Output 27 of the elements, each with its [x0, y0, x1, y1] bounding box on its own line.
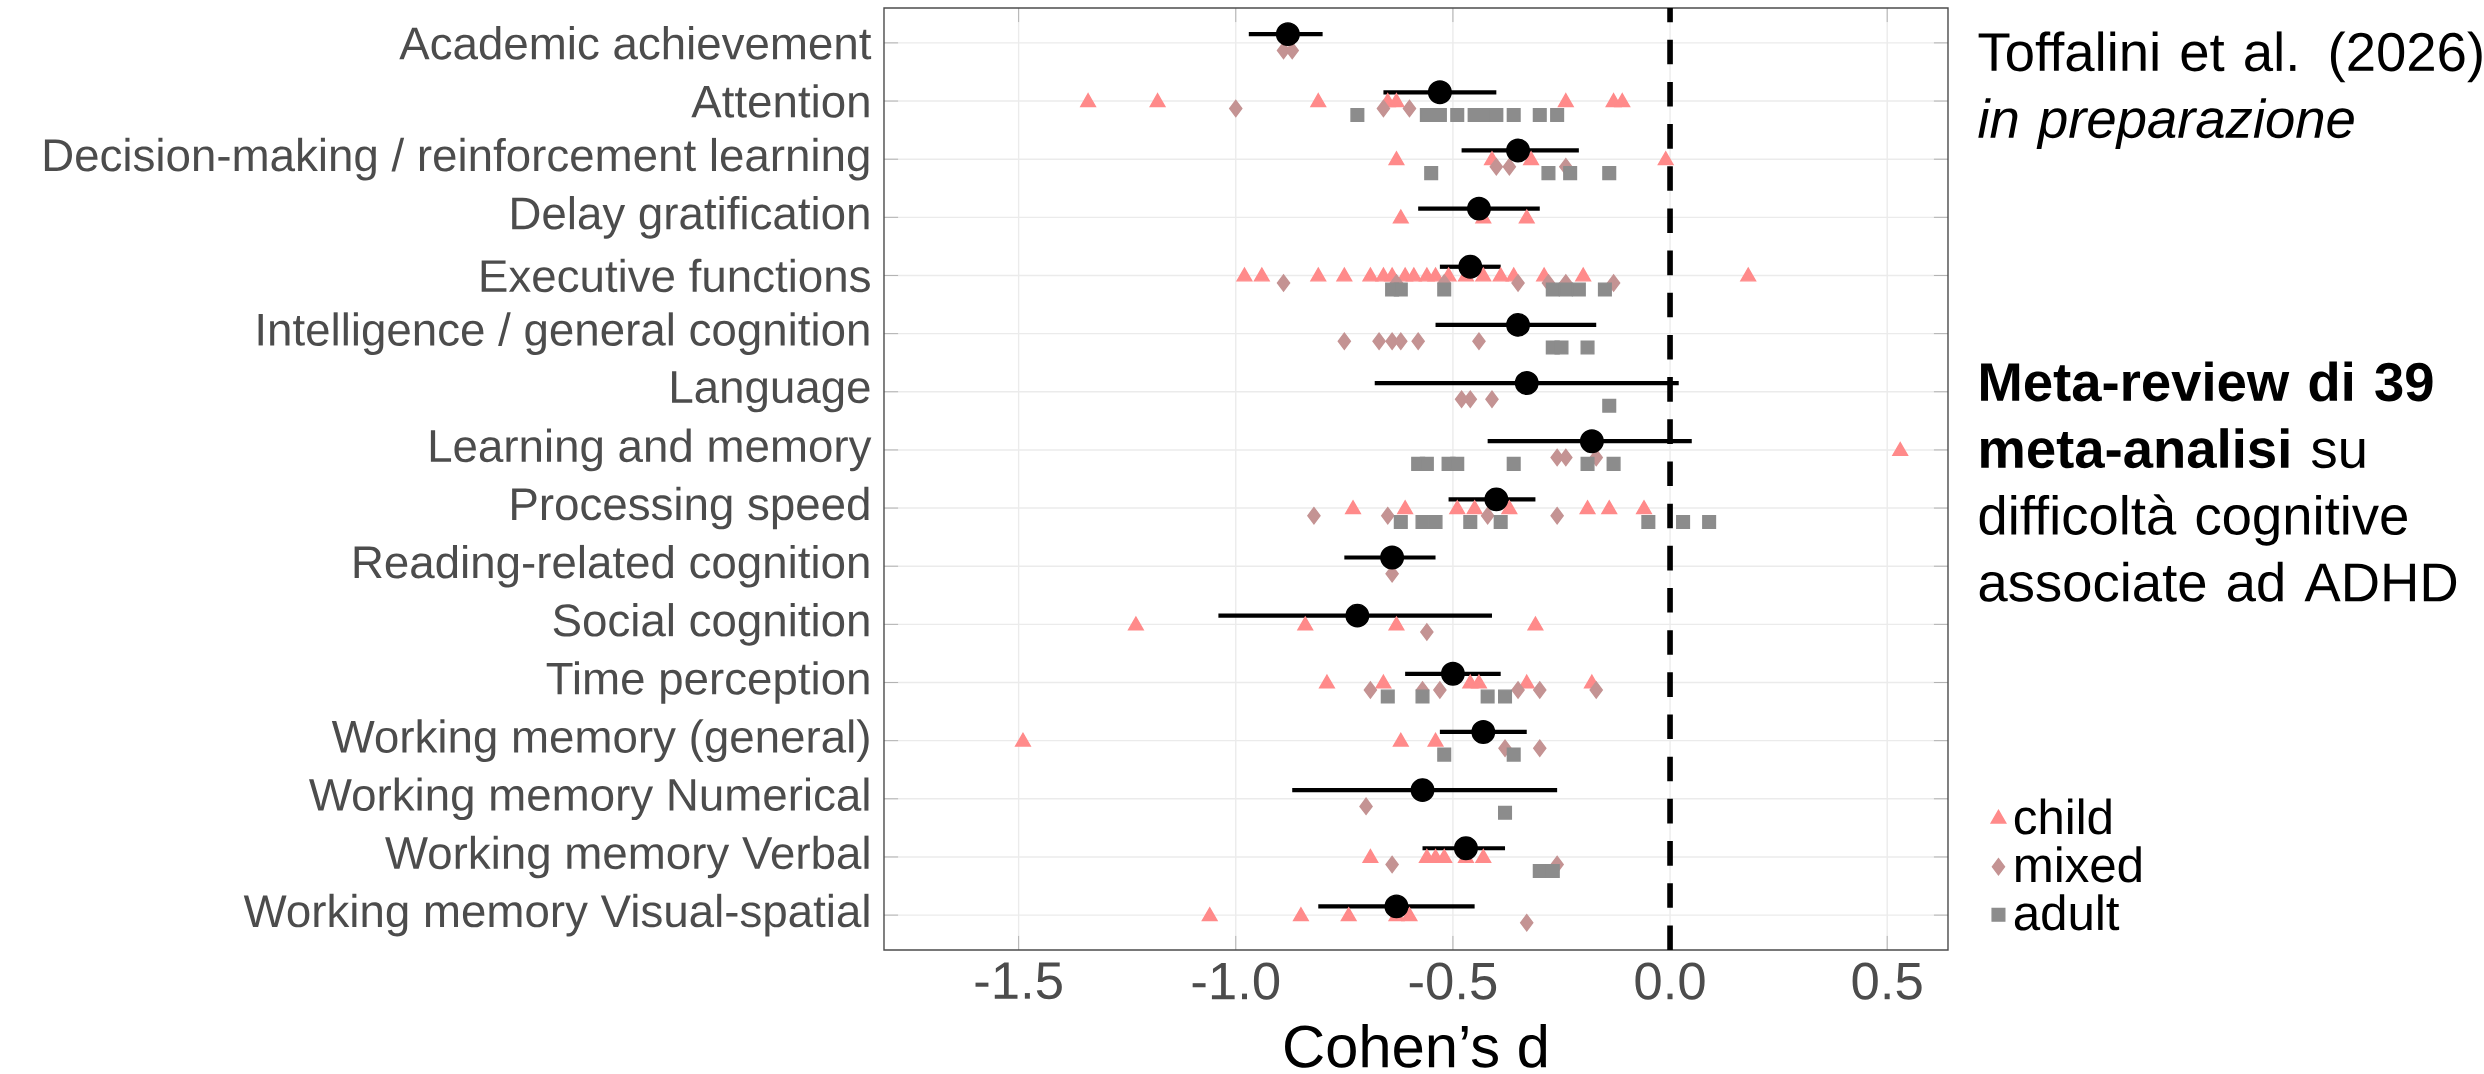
y-tick-label: Decision-making / reinforcement learning	[44, 137, 869, 181]
y-tick-label: Attention	[691, 84, 869, 118]
y-tick-label: Working memory Visual-spatial	[243, 893, 869, 937]
y-tick-label: Academic achievement	[399, 26, 872, 60]
y-tick-label: Social cognition	[553, 603, 869, 646]
legend-label: adult	[2014, 894, 2120, 931]
y-tick-label: Time perception	[546, 661, 869, 704]
y-tick-label: Delay gratification	[512, 196, 869, 239]
x-tick-label: -1.5	[975, 962, 1062, 1000]
y-tick-label: Working memory (general)	[331, 719, 869, 762]
y-tick-label: Language	[672, 371, 870, 413]
text: Meta-review di 39 meta-analisi su difficoltà cognitive associate ad ADHD	[1979, 361, 2457, 602]
legend-label: mixed	[2016, 846, 2141, 883]
y-tick-label: Learning and memory	[430, 428, 872, 472]
x-tick-label: -1.0	[1192, 962, 1280, 1000]
y-tick-label: Processing speed	[512, 486, 869, 530]
x-tick-label: -0.5	[1409, 962, 1497, 1000]
text: Toffalini et al. (2026) in preparazione	[1978, 31, 2482, 149]
x-axis-title: Cohen’s d	[1285, 1023, 1547, 1068]
y-tick-label: Reading-related cognition	[354, 544, 869, 588]
y-tick-label: Working memory Numerical	[309, 777, 869, 821]
y-tick-label: Working memory Verbal	[385, 835, 869, 879]
x-tick-label: 0.5	[1852, 962, 1922, 1000]
x-tick-label: 0.0	[1635, 962, 1705, 1000]
legend-label: child	[2014, 798, 2111, 835]
y-tick-label: Executive functions	[481, 258, 870, 293]
y-tick-label: Intelligence / general cognition	[258, 312, 869, 355]
